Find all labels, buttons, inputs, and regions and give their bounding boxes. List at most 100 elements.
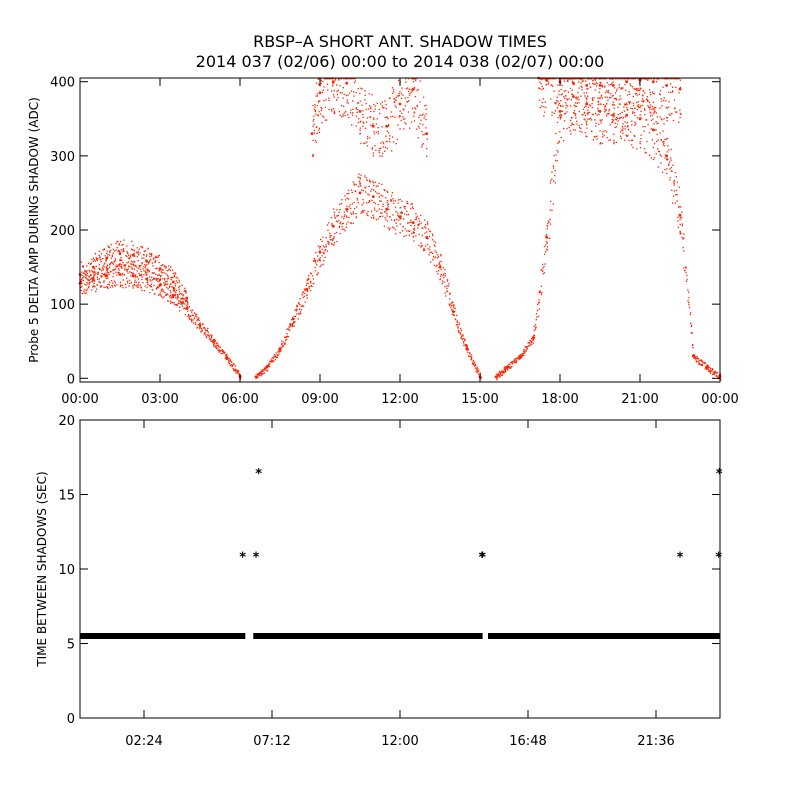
amp-point (215, 342, 217, 345)
amp-point (628, 93, 631, 95)
amp-point (412, 207, 414, 210)
amp-point (399, 128, 401, 130)
amp-point (370, 181, 372, 183)
amp-point (613, 78, 615, 80)
amp-point (100, 269, 102, 272)
amp-point (289, 324, 291, 326)
amp-point (421, 146, 423, 148)
amp-point (176, 304, 178, 307)
amp-data-point (451, 310, 455, 313)
amp-point (230, 360, 232, 362)
amp-point (670, 167, 673, 169)
amp-data-point (625, 80, 629, 84)
amp-point (558, 102, 561, 105)
amp-point (564, 97, 566, 99)
amp-point (542, 87, 545, 90)
amp-point (352, 100, 354, 102)
amp-point (210, 334, 212, 336)
amp-point (558, 78, 560, 80)
amp-point (362, 211, 364, 213)
amp-point (116, 284, 118, 286)
amp-point (603, 134, 605, 137)
amp-point (388, 97, 391, 99)
amp-point (114, 259, 116, 262)
amp-point (139, 274, 141, 276)
amp-point (590, 130, 593, 133)
amp-point (557, 142, 559, 144)
amp-point (295, 308, 297, 310)
amp-point (353, 184, 356, 186)
amp-point (593, 83, 595, 85)
amp-data-point (105, 256, 109, 260)
amp-point (263, 367, 266, 369)
amp-point (260, 373, 262, 375)
amp-point (302, 297, 304, 299)
amp-point (410, 121, 413, 123)
amp-data-point (425, 132, 429, 136)
amp-point (292, 324, 294, 327)
amp-point (575, 117, 577, 119)
amp-point (604, 130, 606, 132)
amp-point (103, 286, 105, 288)
amp-point (601, 84, 603, 86)
amp-point (91, 281, 93, 283)
amp-point (201, 329, 203, 331)
amp-point (634, 135, 636, 137)
amp-point (388, 208, 390, 211)
amp-point (120, 249, 122, 251)
amp-point (337, 96, 339, 99)
amp-series-1 (78, 239, 189, 305)
amp-point (217, 349, 219, 351)
amp-point (106, 264, 108, 266)
amp-point (641, 98, 644, 100)
amp-point (556, 96, 558, 98)
amp-point (647, 105, 649, 107)
amp-point (597, 100, 600, 103)
amp-point (159, 269, 161, 271)
amp-point (605, 110, 607, 112)
amp-data-point (310, 132, 314, 136)
amp-x-tick-label: 12:00 (381, 392, 418, 407)
amp-point (228, 361, 230, 363)
amp-point (367, 193, 369, 195)
amp-point (468, 355, 470, 357)
amp-point (353, 208, 356, 210)
amp-point (172, 276, 174, 279)
amp-point (84, 269, 86, 271)
amp-point (634, 107, 636, 109)
amp-point (640, 134, 642, 136)
dt-point: * (239, 551, 246, 566)
amp-point (85, 292, 87, 294)
amp-point (338, 79, 340, 81)
amp-point (361, 88, 363, 90)
amp-point (317, 78, 320, 80)
amp-point (120, 284, 122, 286)
amp-point (376, 210, 378, 212)
dt-x-tick-label: 16:48 (509, 734, 546, 749)
amp-point (317, 115, 320, 117)
amp-point (284, 342, 286, 344)
amp-point (394, 229, 396, 231)
amp-point (708, 370, 710, 372)
amp-point (142, 282, 144, 284)
amp-point (319, 100, 321, 102)
amp-point (336, 209, 338, 211)
amp-point (350, 207, 352, 210)
amp-point (612, 119, 615, 121)
amp-point (709, 371, 711, 373)
amp-point (425, 127, 427, 129)
amp-point (373, 118, 375, 120)
amp-point (529, 344, 531, 346)
amp-point (469, 355, 472, 358)
amp-point (384, 217, 386, 219)
amp-point (720, 379, 722, 381)
amp-point (659, 154, 661, 156)
amp-point (624, 78, 626, 80)
amp-point (532, 339, 534, 341)
amp-point (662, 144, 664, 146)
amp-point (553, 155, 555, 157)
amp-point (622, 117, 624, 119)
amp-point (320, 238, 322, 241)
amp-point (713, 372, 716, 374)
amp-point (339, 92, 341, 94)
